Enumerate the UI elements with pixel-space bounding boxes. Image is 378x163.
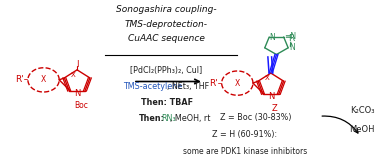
Text: X: X bbox=[41, 75, 46, 84]
Text: Boc: Boc bbox=[74, 101, 88, 110]
Text: I: I bbox=[76, 60, 79, 69]
Text: [PdCl₂(PPh₃)₂, CuI]: [PdCl₂(PPh₃)₂, CuI] bbox=[130, 66, 203, 75]
Text: R: R bbox=[288, 34, 294, 43]
Text: TMS-deprotection-: TMS-deprotection- bbox=[125, 20, 208, 29]
Text: MeOH: MeOH bbox=[349, 126, 375, 134]
Text: Z: Z bbox=[272, 104, 277, 113]
Text: N: N bbox=[289, 43, 295, 52]
Text: Z = Boc (30-83%): Z = Boc (30-83%) bbox=[220, 113, 292, 122]
Text: N: N bbox=[74, 89, 80, 98]
Text: , NEt₃, THF: , NEt₃, THF bbox=[167, 82, 209, 91]
Text: ≡N: ≡N bbox=[284, 32, 296, 41]
Text: TMS-acetylene: TMS-acetylene bbox=[123, 82, 182, 91]
Text: Then:: Then: bbox=[139, 114, 164, 123]
Text: R'–: R'– bbox=[209, 79, 222, 88]
Text: X: X bbox=[71, 72, 76, 78]
Text: Sonogashira coupling-: Sonogashira coupling- bbox=[116, 5, 217, 14]
Text: N: N bbox=[268, 92, 274, 101]
Text: RN₃: RN₃ bbox=[161, 114, 176, 123]
Text: Z = H (60-91%):: Z = H (60-91%): bbox=[212, 130, 277, 139]
Text: , MeOH, rt: , MeOH, rt bbox=[170, 114, 210, 123]
Text: K₂CO₃: K₂CO₃ bbox=[350, 106, 375, 115]
Text: X: X bbox=[265, 75, 270, 81]
Text: X: X bbox=[235, 79, 240, 88]
Text: CuAAC sequence: CuAAC sequence bbox=[128, 34, 205, 43]
Text: some are PDK1 kinase inhibitors: some are PDK1 kinase inhibitors bbox=[183, 147, 307, 156]
Text: R'–: R'– bbox=[15, 75, 29, 84]
Text: N: N bbox=[270, 33, 275, 42]
Text: Then: TBAF: Then: TBAF bbox=[141, 98, 192, 107]
